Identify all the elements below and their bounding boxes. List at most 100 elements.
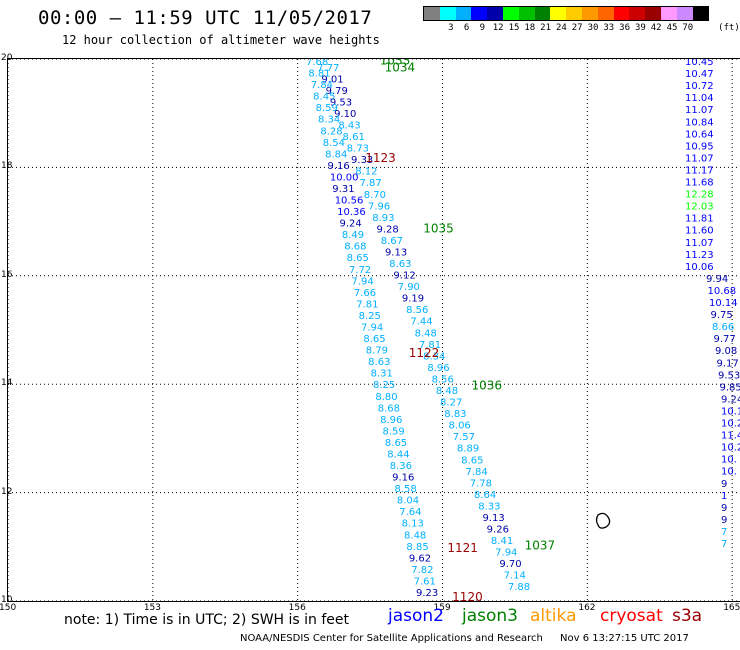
wave-height-value: 9.16 [328, 161, 350, 172]
wave-height-value: 11.68 [685, 178, 714, 189]
wave-height-value: 9.24 [721, 394, 740, 405]
color-swatch [566, 7, 582, 20]
wave-height-value: 10.45 [685, 59, 714, 68]
wave-height-value: 8.48 [404, 530, 426, 541]
wave-height-value: 9 [721, 479, 727, 490]
color-scale-bar [423, 6, 710, 21]
source-text: NOAA/NESDIS Center for Satellite Applica… [240, 633, 543, 644]
wave-height-value: 9.12 [393, 271, 415, 282]
wave-height-value: 8.61 [343, 132, 365, 143]
wave-height-value: 9.94 [706, 274, 728, 285]
wave-height-value: 8.83 [444, 409, 466, 420]
color-swatch [692, 7, 709, 20]
wave-height-value: 8.28 [320, 126, 342, 137]
color-swatch [518, 7, 535, 20]
x-axis-label: 165 [723, 603, 740, 613]
y-axis-label: 18 [1, 161, 13, 172]
wave-height-value: 8.56 [432, 374, 454, 385]
wave-height-value: 8.63 [368, 357, 390, 368]
wave-height-value: 10.1 [721, 406, 740, 417]
scale-label: 45 [666, 23, 678, 33]
wave-height-value: 12.28 [685, 190, 714, 201]
wave-height-value: 7.87 [360, 178, 382, 189]
color-swatch [502, 7, 519, 20]
x-axis-label: 162 [578, 603, 596, 613]
wave-height-value: 8.70 [364, 190, 386, 201]
wave-height-value: 7.84 [465, 467, 487, 478]
track-label: 1037 [525, 539, 556, 553]
scale-label: 33 [603, 23, 615, 33]
satellite-legend-jason2: jason2 [388, 606, 444, 626]
wave-height-value: 8.45 [313, 92, 335, 103]
color-scale: 3 6 9 12 15 18 21 24 27 30 33 36 39 42 45 70 (ft) [423, 6, 740, 35]
wave-height-value: 7.94 [351, 276, 373, 287]
color-swatch [439, 7, 456, 20]
wave-height-value: 11.23 [685, 250, 714, 261]
scale-label: 42 [650, 23, 662, 33]
wave-height-value: 8.68 [344, 242, 366, 253]
scale-label: 39 [634, 23, 646, 33]
wave-height-value: 8.36 [390, 461, 412, 472]
wave-height-value: 7.96 [368, 201, 390, 212]
wave-height-value: 8.49 [342, 230, 364, 241]
color-swatch [676, 7, 693, 20]
wave-height-value: 9.85 [720, 382, 740, 393]
map-canvas[interactable]: 7.687.778.819.017.849.798.459.538.599.10… [7, 53, 740, 604]
wave-height-value: 11.17 [685, 165, 714, 176]
wave-height-value: 10.2 [721, 443, 740, 454]
map-subtitle: 12 hour collection of altimeter wave hei… [62, 33, 380, 47]
scale-label: 6 [463, 23, 470, 33]
scale-label: 3 [448, 23, 454, 33]
track-label: 1035 [423, 221, 454, 235]
scale-label: 21 [540, 23, 552, 33]
wave-height-value: 11.60 [685, 226, 714, 237]
scale-unit: (ft) [718, 23, 740, 33]
color-swatch [471, 7, 488, 20]
y-axis-label: 20 [1, 53, 13, 63]
wave-height-value: 8.34 [318, 115, 340, 126]
color-swatch [597, 7, 614, 20]
color-swatch [645, 7, 661, 20]
wave-height-value: 9.01 [321, 74, 343, 85]
x-axis-label: 156 [288, 603, 306, 613]
wave-height-value: 8.66 [712, 322, 734, 333]
wave-height-value: 10.95 [685, 141, 714, 152]
wave-height-value: 10.84 [685, 117, 714, 128]
wave-height-value: 7.94 [361, 323, 383, 334]
wave-height-value: 8.59 [383, 426, 405, 437]
wave-height-value: 8.96 [427, 363, 449, 374]
scale-label: 30 [587, 23, 599, 33]
wave-height-value: 8.65 [461, 455, 483, 466]
x-axis-label: 150 [0, 603, 17, 613]
scale-label: 9 [479, 23, 486, 33]
wave-height-value: 9.17 [717, 358, 739, 369]
wave-height-value: 12.03 [685, 202, 714, 213]
x-axis-label: 153 [143, 603, 162, 613]
wave-height-value: 10.00 [330, 172, 359, 183]
wave-height-value: 7.68 [306, 59, 328, 68]
wave-height-value: 7.84 [311, 80, 333, 91]
wave-height-value: 7.90 [398, 282, 420, 293]
wave-height-value: 11.07 [685, 153, 714, 164]
wave-height-value: 8.96 [380, 415, 402, 426]
wave-height-value: 10.2 [721, 419, 740, 430]
island-outline [595, 512, 611, 529]
wave-height-value: 10.06 [685, 262, 714, 273]
wave-height-value: 10.47 [685, 69, 714, 80]
wave-height-value: 7.64 [399, 507, 421, 518]
wave-height-value: 8.73 [347, 144, 369, 155]
wave-height-value: 8.58 [394, 484, 416, 495]
wave-height-value: 8.80 [375, 392, 397, 403]
timestamp-text: Nov 6 13:27:15 UTC 2017 [560, 633, 689, 644]
wave-height-value: 8.67 [381, 236, 403, 247]
wave-height-value: 7.81 [419, 340, 441, 351]
color-swatch [487, 7, 503, 20]
y-axis-label: 14 [1, 378, 13, 389]
map-area[interactable]: 7.68 7.77 8.81 9.01 7.84 9.79 8.45 9.53 8.59 9.10… [7, 53, 740, 604]
wave-height-value: 7.66 [354, 288, 376, 299]
wave-height-value: 9.28 [376, 224, 398, 235]
wave-height-value: 7.94 [495, 548, 517, 559]
wave-height-value: 9.23 [416, 588, 438, 599]
wave-height-value: 8.25 [373, 380, 395, 391]
wave-height-value: 7.81 [356, 299, 378, 310]
